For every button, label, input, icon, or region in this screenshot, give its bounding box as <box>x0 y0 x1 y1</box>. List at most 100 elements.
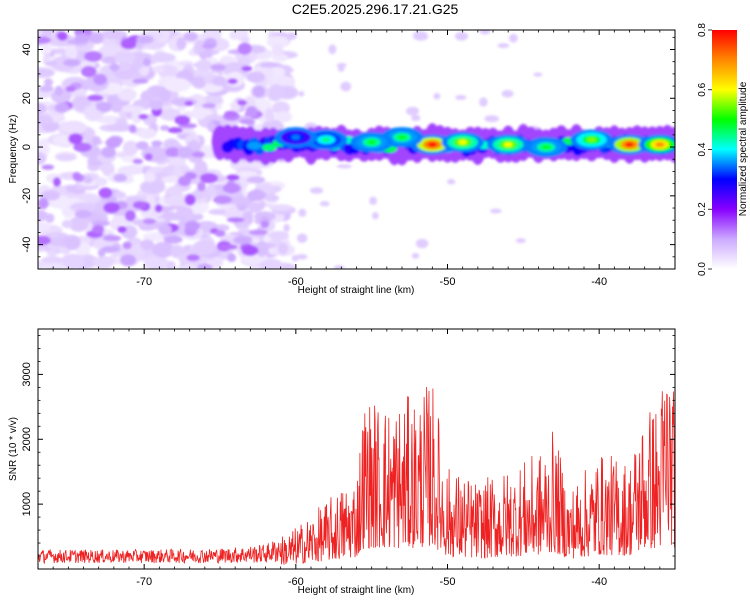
heatmap-cell-336 <box>193 39 207 53</box>
heatmap-cell-451 <box>41 30 53 37</box>
heatmap-cell-704 <box>372 212 379 220</box>
spectrogram-y-axis: -40 -20 0 20 40 <box>21 36 675 270</box>
heatmap-cell-697 <box>454 32 469 41</box>
heatmap-cell-467 <box>255 240 268 257</box>
heatmap-cell-651 <box>132 201 147 209</box>
heatmap-cell-570 <box>197 263 213 269</box>
heatmap-cell-683 <box>455 95 467 100</box>
heatmap-cell-471 <box>159 87 171 103</box>
colorbar: 0.0 0.2 0.4 0.6 0.8 Normalized spectral ampl… <box>697 23 749 276</box>
heatmap-cell-418 <box>38 152 47 165</box>
heatmap-cell-648 <box>167 127 183 134</box>
chart-title: C2E5.2025.296.17.21.G25 <box>292 1 459 17</box>
heatmap-cell-456 <box>143 172 156 183</box>
heatmap-cell-668 <box>186 254 200 262</box>
heatmap-cell-563 <box>143 218 156 225</box>
heatmap-cell-518 <box>271 43 284 57</box>
heatmap-cell-594 <box>177 176 191 187</box>
heatmap-cell-299 <box>49 113 66 123</box>
heatmap-cell-664 <box>101 246 119 253</box>
heatmap-cell-604 <box>227 78 238 85</box>
heatmap-cell-466 <box>240 255 268 263</box>
heatmap-cell-653 <box>52 177 61 187</box>
heatmap-cell-143 <box>209 257 223 269</box>
heatmap-cell-572 <box>54 85 64 96</box>
heatmap-cell-698 <box>304 122 317 130</box>
snr-panel: -70 -60 -50 -40 1000 2000 3000 Height of stra… <box>8 328 676 596</box>
heatmap-cell-535 <box>191 151 205 158</box>
heatmap-cell-925 <box>321 137 331 143</box>
heatmap-cell-652 <box>84 51 103 62</box>
heatmap-cell-669 <box>111 103 123 113</box>
heatmap-cell-482 <box>259 182 274 195</box>
heatmap-cell-279 <box>139 179 166 195</box>
heatmap-cell-929 <box>291 134 301 140</box>
colorbar-tick-label-2: 0.4 <box>697 142 708 156</box>
heatmap-cell-580 <box>113 173 127 183</box>
heatmap-cell-527 <box>132 78 149 84</box>
heatmap-cell-646 <box>103 202 120 214</box>
heatmap-cell-551 <box>213 195 233 205</box>
snr-series-line <box>38 386 675 565</box>
heatmap-cell-330 <box>152 65 165 73</box>
heatmap-cell-917 <box>397 134 407 140</box>
heatmap-cell-893 <box>625 142 634 148</box>
snr-y-label: SNR (10 * v/v) <box>8 417 19 481</box>
heatmap-cell-186 <box>131 109 142 124</box>
heatmap-cell-905 <box>503 142 513 148</box>
heatmap-cell-517 <box>107 123 133 132</box>
heatmap-cell-656 <box>109 63 120 72</box>
heatmap-cell-590 <box>151 140 163 147</box>
heatmap-cell-305 <box>102 30 128 40</box>
spectrogram-x-tick-label-3: -40 <box>591 276 607 288</box>
heatmap-cell-686 <box>285 32 298 40</box>
heatmap-cell-696 <box>484 115 500 123</box>
spectrogram-y-label: Frequency (Hz) <box>8 115 19 184</box>
heatmap-cell-643 <box>199 173 219 184</box>
heatmap-cell-159 <box>214 224 230 232</box>
heatmap-cell-574 <box>143 57 151 67</box>
heatmap-cell-631 <box>214 230 226 237</box>
heatmap-cell-901 <box>458 139 468 145</box>
heatmap-cell-681 <box>310 187 324 194</box>
heatmap-cell-691 <box>298 91 305 97</box>
heatmap-cell-640 <box>120 254 136 267</box>
heatmap-cell-460 <box>268 84 285 101</box>
heatmap-cell-531 <box>40 190 61 201</box>
heatmap-cell-515 <box>152 241 175 258</box>
heatmap-cell-258 <box>60 253 84 269</box>
heatmap-cell-642 <box>74 33 90 44</box>
spectrogram-y-tick-label-4: 40 <box>21 43 33 55</box>
heatmap-cell-245 <box>69 216 89 232</box>
heatmap-cell-247 <box>40 256 65 265</box>
heatmap-cell-701 <box>337 65 345 72</box>
heatmap-cell-230 <box>46 249 58 257</box>
heatmap-cell-623 <box>81 65 97 78</box>
heatmap-cell-499 <box>94 177 108 187</box>
heatmap-cell-658 <box>237 42 252 55</box>
heatmap-cell-674 <box>296 233 308 243</box>
heatmap-cell-592 <box>93 73 107 86</box>
heatmap-cell-483 <box>268 204 293 211</box>
heatmap-cell-555 <box>63 59 81 67</box>
heatmap-cell-655 <box>233 235 253 245</box>
heatmap-cell-553 <box>202 103 216 109</box>
heatmap-cell-331 <box>272 185 282 193</box>
heatmap-cell-498 <box>114 191 126 199</box>
snr-x-tick-label-2: -50 <box>440 576 456 588</box>
heatmap-cell-290 <box>204 94 223 105</box>
snr-x-tick-label-0: -70 <box>136 576 152 588</box>
heatmap-cell-529 <box>96 102 113 112</box>
heatmap-cell-578 <box>177 146 193 159</box>
heatmap-cell-599 <box>106 196 117 203</box>
heatmap-cell-545 <box>245 106 258 118</box>
heatmap-cell-921 <box>367 139 377 145</box>
heatmap-cell-602 <box>54 102 70 113</box>
heatmap-cell-452 <box>42 262 65 269</box>
heatmap-cell-625 <box>231 196 251 206</box>
heatmap-cell-60 <box>272 101 290 115</box>
heatmap-cell-523 <box>38 36 51 44</box>
heatmap-cell-603 <box>184 100 194 106</box>
heatmap-cell-151 <box>55 154 76 161</box>
heatmap-cell-595 <box>252 85 265 98</box>
